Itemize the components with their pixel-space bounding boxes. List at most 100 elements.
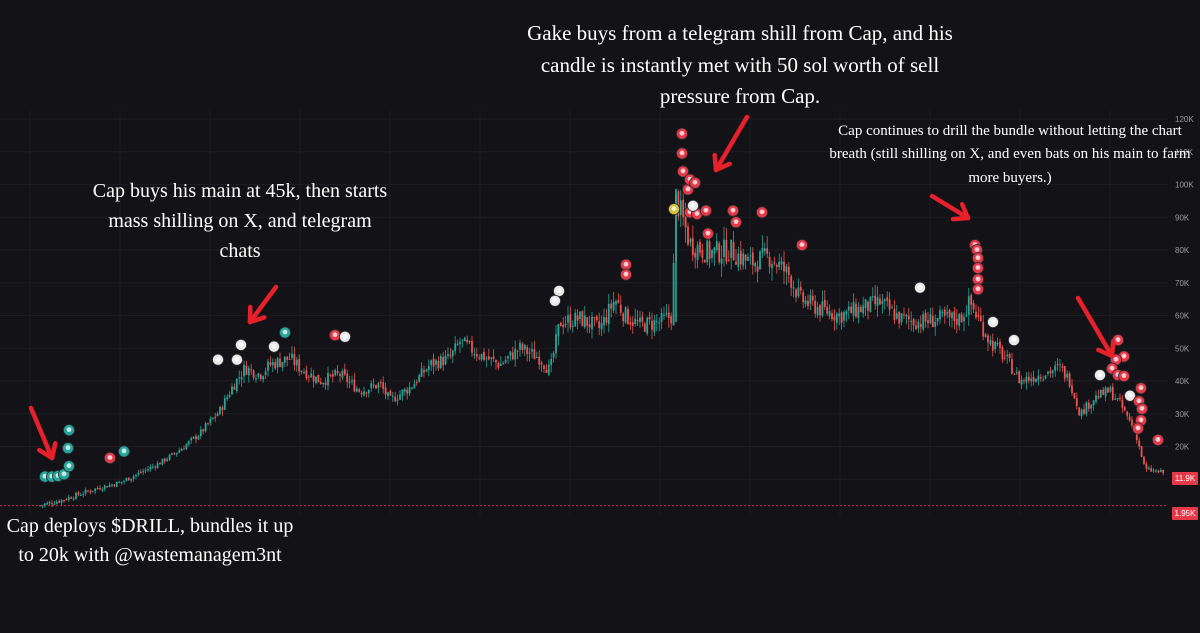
candle-body	[471, 340, 473, 353]
arrow-head	[49, 441, 58, 461]
candle-body	[751, 252, 754, 266]
candle-body	[91, 491, 94, 493]
candle-body	[691, 238, 694, 256]
candle-body	[862, 305, 865, 314]
candle-body	[300, 370, 303, 372]
candle-body	[903, 314, 905, 316]
candle-body	[478, 357, 481, 359]
candle-body	[797, 287, 800, 296]
candle-body	[735, 261, 737, 265]
candle-body	[317, 374, 320, 383]
candle-body	[183, 448, 185, 450]
candle-body	[581, 311, 584, 326]
trade-marker-icon	[65, 445, 71, 451]
candle-body	[547, 364, 550, 375]
candle-body	[723, 239, 725, 257]
candle-body	[943, 309, 946, 316]
candle-body	[1056, 364, 1059, 366]
candle-body	[214, 416, 217, 418]
candle-body	[823, 299, 826, 307]
trade-marker-icon	[1138, 385, 1144, 391]
candle-body	[447, 353, 449, 356]
trade-marker-icon	[1127, 392, 1133, 398]
candle-body	[1095, 395, 1097, 402]
candle-body	[269, 362, 272, 365]
candle-body	[439, 356, 442, 369]
trade-marker-icon	[1121, 373, 1127, 378]
candle-body	[1035, 379, 1037, 383]
candle-body	[492, 356, 495, 360]
candle-body	[1044, 375, 1047, 379]
trade-marker-icon	[685, 186, 691, 192]
candle-body	[322, 382, 325, 385]
candle-body	[1073, 393, 1076, 399]
trade-marker-icon	[1135, 425, 1141, 431]
candle-body	[202, 429, 205, 432]
candle-body	[159, 463, 161, 465]
candle-body	[355, 388, 358, 392]
candle-body	[231, 386, 233, 395]
candle-body	[629, 322, 632, 325]
candle-body	[1008, 354, 1011, 358]
candle-body	[564, 323, 567, 326]
candle-body	[363, 391, 365, 396]
candle-body	[569, 314, 572, 328]
candle-body	[845, 310, 848, 315]
candle-body	[65, 499, 68, 501]
candle-body	[113, 484, 116, 487]
candle-body	[463, 337, 466, 342]
candles	[39, 185, 1165, 509]
candle-body	[79, 494, 82, 496]
candle-body	[864, 299, 867, 308]
trade-marker-icon	[671, 206, 677, 211]
candle-body	[216, 413, 219, 417]
candle-body	[139, 471, 142, 473]
candle-body	[627, 309, 629, 325]
candle-body	[816, 307, 819, 315]
candle-body	[1063, 366, 1066, 379]
candle-body	[783, 261, 785, 272]
candle-body	[811, 296, 814, 301]
candle-body	[958, 313, 961, 326]
candle-body	[466, 339, 469, 343]
candle-body	[857, 306, 860, 318]
candle-body	[1123, 407, 1126, 411]
candle-body	[1049, 370, 1052, 374]
candle-body	[996, 342, 999, 344]
candle-body	[886, 297, 889, 301]
candle-body	[809, 295, 812, 304]
candle-body	[742, 253, 745, 266]
candle-body	[780, 261, 783, 265]
candle-body	[365, 392, 368, 394]
candle-body	[384, 387, 387, 395]
candle-body	[127, 477, 130, 481]
candle-body	[855, 303, 857, 317]
candle-body	[195, 436, 197, 440]
candle-body	[379, 381, 382, 384]
candle-body	[211, 417, 214, 420]
candle-body	[852, 302, 855, 316]
candle-body	[646, 317, 649, 334]
candle-body	[348, 381, 351, 383]
candle-body	[615, 301, 617, 305]
candle-body	[591, 316, 593, 330]
candle-body	[228, 394, 231, 398]
candle-body	[415, 382, 418, 384]
annotation-gake: Gake buys from a telegram shill from Cap…	[527, 21, 953, 108]
candle-body	[1061, 366, 1064, 368]
candle-body	[389, 390, 392, 396]
candle-body	[658, 322, 661, 324]
candle-body	[703, 259, 706, 263]
y-tick-label: 110K	[1175, 148, 1194, 157]
candle-body	[888, 299, 891, 310]
candle-body	[607, 303, 610, 325]
candle-body	[245, 365, 248, 375]
candle-body	[927, 320, 929, 324]
candle-body	[387, 392, 389, 397]
candle-body	[636, 320, 639, 322]
candle-body	[684, 213, 687, 228]
candle-body	[1039, 377, 1042, 379]
candle-body	[468, 340, 471, 342]
candle-body	[1140, 446, 1143, 457]
candle-body	[420, 368, 423, 377]
